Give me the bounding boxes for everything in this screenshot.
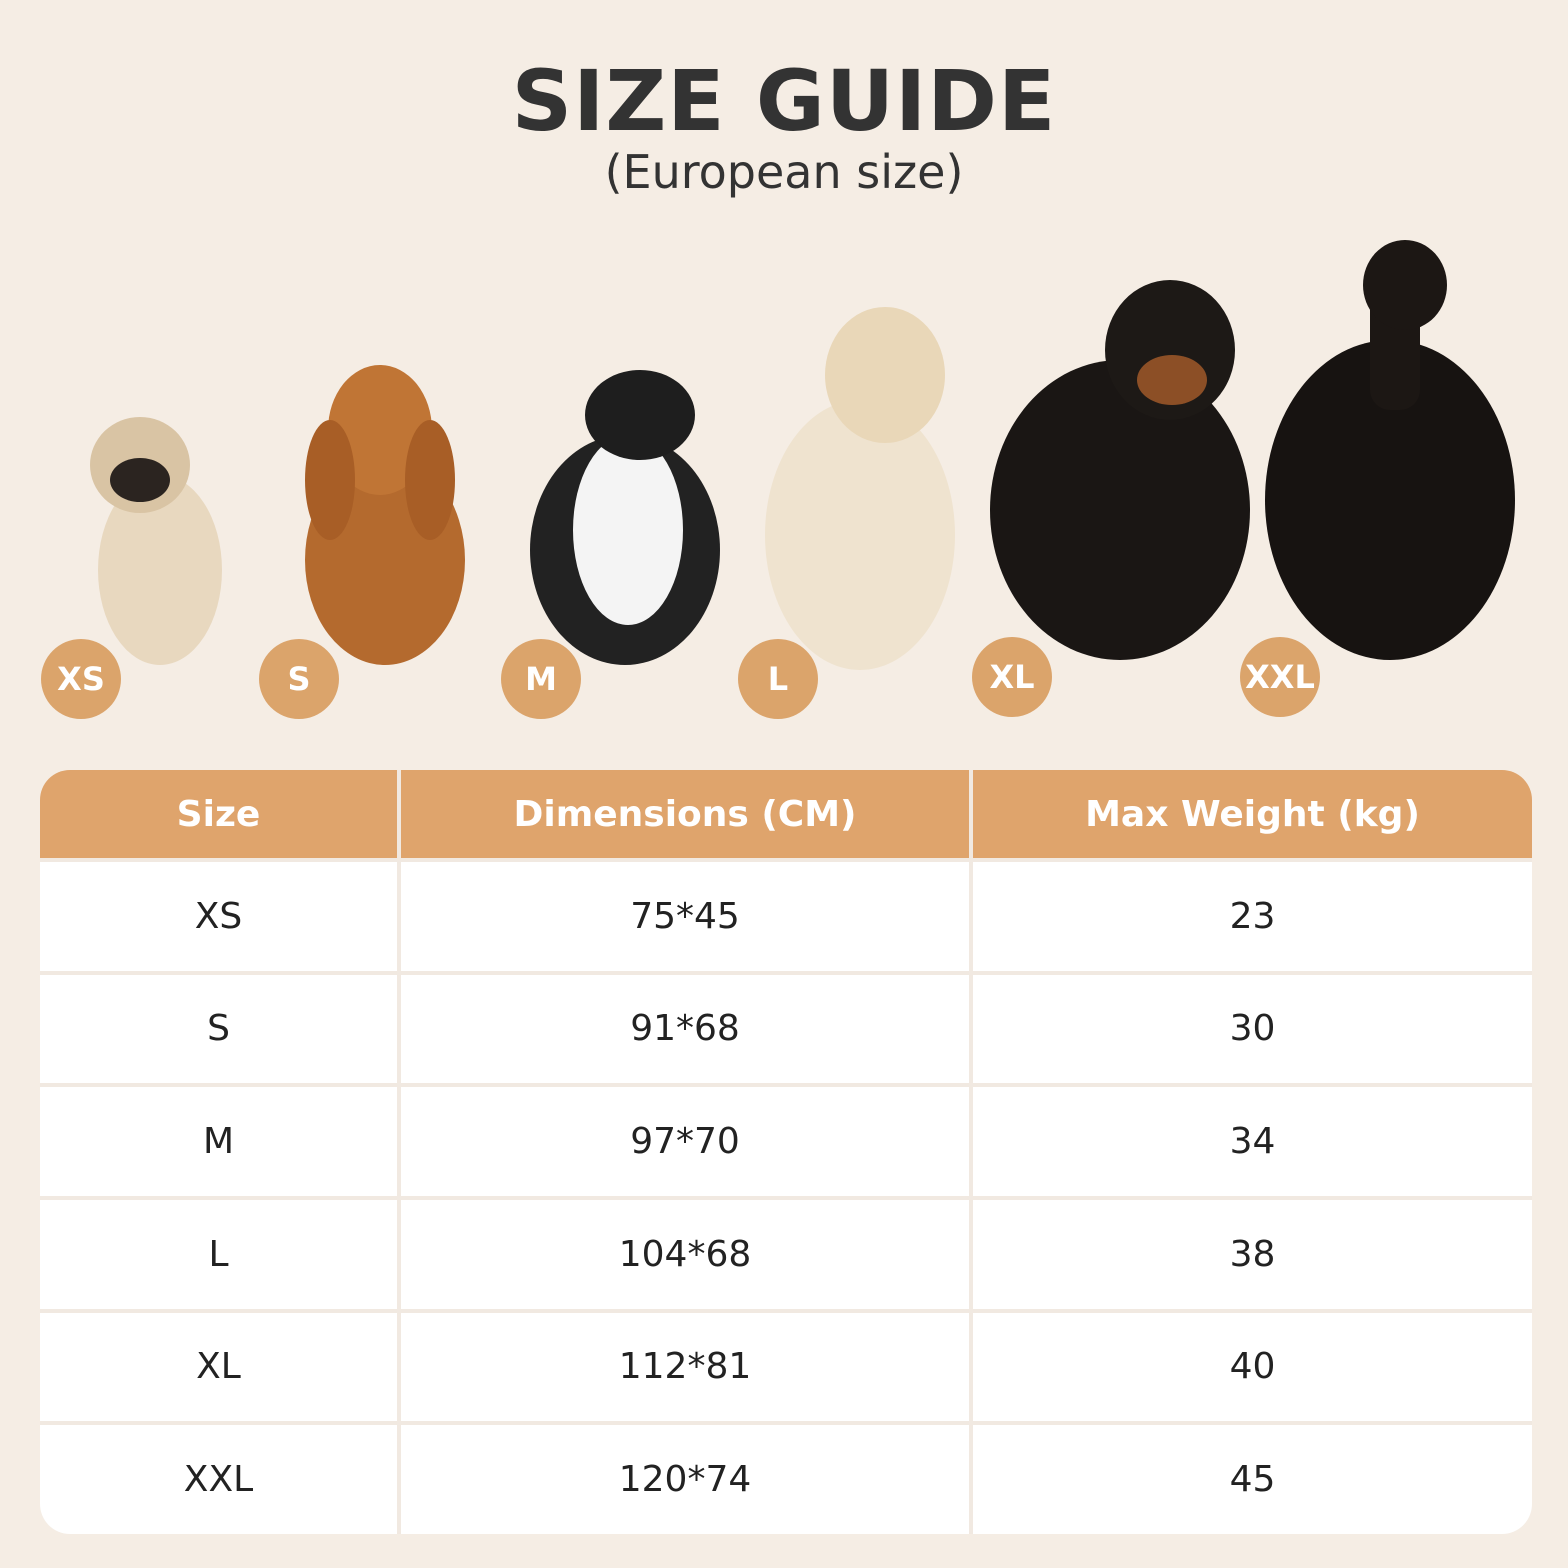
badge-label: XXL bbox=[1245, 658, 1315, 696]
table-cell: 38 bbox=[973, 1199, 1532, 1309]
header-cell: Size bbox=[40, 770, 397, 858]
table-cell: 23 bbox=[973, 862, 1532, 971]
badge-label: S bbox=[287, 660, 310, 698]
badge-label: M bbox=[525, 660, 557, 698]
subtitle: (European size) bbox=[604, 145, 964, 199]
size-table: Size Dimensions (CM) Max Weight (kg) XS 75*4… bbox=[40, 770, 1532, 1534]
badge-circle bbox=[259, 639, 339, 719]
table-cell: XS bbox=[40, 862, 397, 971]
table-cell: XXL bbox=[40, 1425, 397, 1534]
table-cell: 112*81 bbox=[401, 1312, 969, 1422]
dog-xxl bbox=[1265, 240, 1515, 660]
table-cell: 75*45 bbox=[401, 862, 969, 971]
table-cell: 30 bbox=[973, 974, 1532, 1084]
badge-label: L bbox=[768, 660, 788, 698]
table-cell: M bbox=[40, 1087, 397, 1196]
badge-circle bbox=[738, 639, 818, 719]
size-badge: M bbox=[501, 639, 581, 719]
table-cell: S bbox=[40, 974, 397, 1084]
size-badge: XXL bbox=[1240, 637, 1320, 717]
badge-label: XS bbox=[57, 660, 105, 698]
dog-xl bbox=[990, 280, 1250, 660]
table-cell: 40 bbox=[973, 1312, 1532, 1422]
dog-s bbox=[305, 365, 465, 665]
badge-circle bbox=[1240, 637, 1320, 717]
dog-l bbox=[765, 307, 955, 670]
dog-xs bbox=[90, 417, 222, 665]
table-cell: 91*68 bbox=[401, 974, 969, 1084]
badge-label: XL bbox=[989, 658, 1034, 696]
dog-lineup: XS S M L XL XXL bbox=[41, 240, 1515, 719]
size-badge: XL bbox=[972, 637, 1052, 717]
table-cell: 97*70 bbox=[401, 1087, 969, 1196]
badge-circle bbox=[972, 637, 1052, 717]
badge-circle bbox=[41, 639, 121, 719]
title: SIZE GUIDE bbox=[511, 52, 1057, 150]
badge-circle bbox=[501, 639, 581, 719]
header-cell: Max Weight (kg) bbox=[973, 770, 1532, 858]
header-cell: Dimensions (CM) bbox=[401, 770, 969, 858]
dog-m bbox=[530, 370, 720, 665]
size-badge: S bbox=[259, 639, 339, 719]
size-badge: L bbox=[738, 639, 818, 719]
table-cell: 34 bbox=[973, 1087, 1532, 1196]
table-cell: XL bbox=[40, 1312, 397, 1422]
table-cell: 45 bbox=[973, 1425, 1532, 1534]
table-cell: L bbox=[40, 1199, 397, 1309]
table-cell: 104*68 bbox=[401, 1199, 969, 1309]
size-badge: XS bbox=[41, 639, 121, 719]
table-cell: 120*74 bbox=[401, 1425, 969, 1534]
